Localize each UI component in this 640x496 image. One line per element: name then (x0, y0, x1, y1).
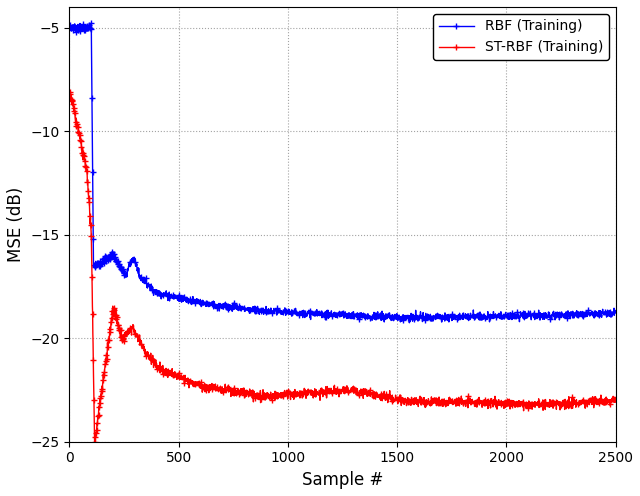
ST-RBF (Training) (120, 338, 128, 344)
X-axis label: Sample #: Sample # (302, 471, 383, 489)
ST-RBF (Training) (360, 385, 367, 391)
RBF (Training) (475, 314, 483, 320)
RBF (Training) (544, 314, 552, 320)
RBF (Training) (532, 312, 540, 318)
ST-RBF (Training) (532, 400, 540, 406)
RBF (Training) (360, 310, 367, 316)
ST-RBF (Training) (544, 400, 552, 406)
Y-axis label: MSE (dB): MSE (dB) (7, 186, 25, 262)
RBF (Training) (406, 320, 413, 326)
RBF (Training) (120, 270, 128, 276)
RBF (Training) (612, 309, 620, 315)
RBF (Training) (131, 254, 138, 260)
ST-RBF (Training) (129, 321, 137, 327)
ST-RBF (Training) (543, 400, 551, 406)
RBF (Training) (400, 314, 408, 320)
ST-RBF (Training) (400, 400, 408, 406)
Line: ST-RBF (Training): ST-RBF (Training) (121, 321, 619, 414)
Line: RBF (Training): RBF (Training) (121, 254, 619, 326)
ST-RBF (Training) (520, 408, 527, 414)
Legend: RBF (Training), ST-RBF (Training): RBF (Training), ST-RBF (Training) (433, 14, 609, 60)
ST-RBF (Training) (475, 400, 483, 406)
RBF (Training) (543, 315, 551, 321)
ST-RBF (Training) (612, 399, 620, 405)
